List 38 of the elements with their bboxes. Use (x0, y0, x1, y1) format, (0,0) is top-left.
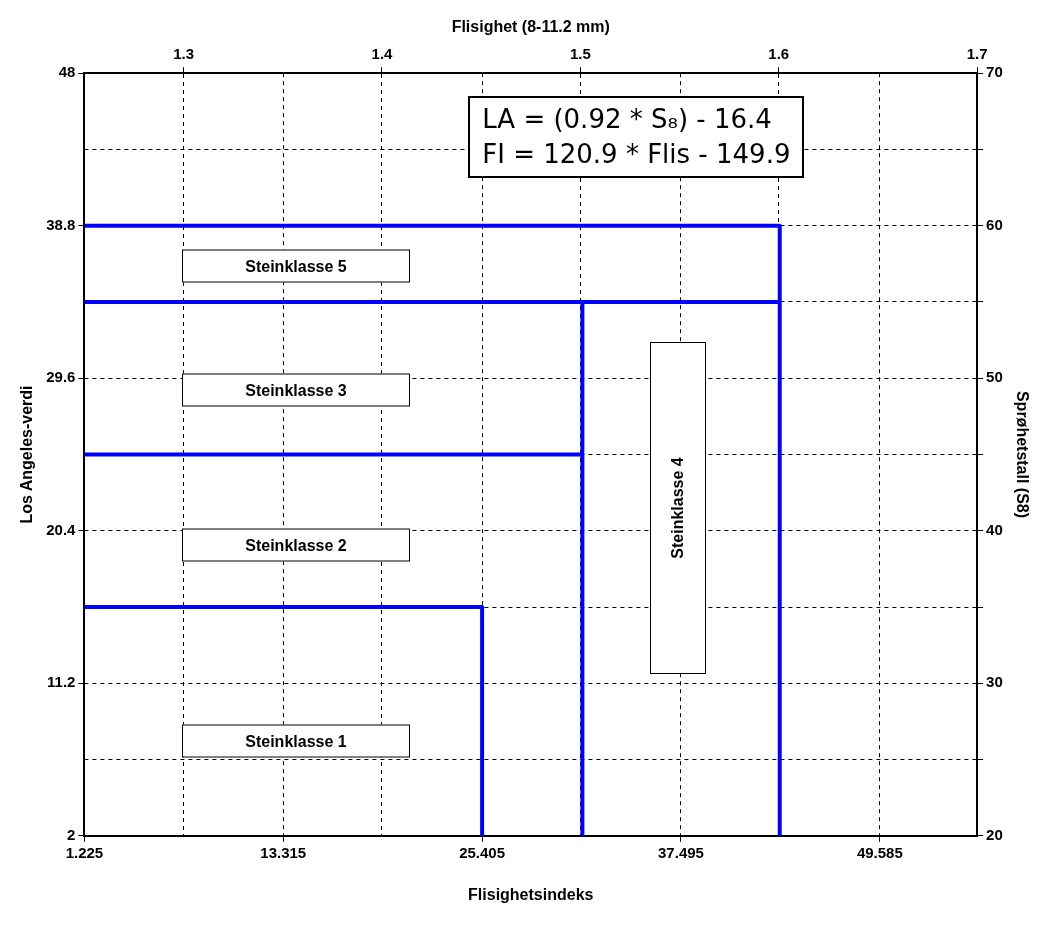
label-frame: Steinklasse 4 (650, 341, 707, 674)
y-axis-title: Los Angeles-verdi (18, 385, 36, 524)
y-tick-label: 29.6 (46, 368, 76, 386)
y2-tick-label: 70 (986, 63, 1003, 81)
y2-tick-label: 40 (986, 520, 1003, 538)
annotation: Steinklasse 3 (245, 381, 347, 400)
y2-axis-title: Sprøhetstall (S8) (1013, 390, 1031, 519)
y-tick-label: 11.2 (47, 673, 76, 691)
annotation: Steinklasse 1 (245, 732, 347, 751)
y-tick-label: 38.8 (46, 215, 76, 233)
label-frame: Steinklasse 3 (181, 373, 410, 407)
y2-tick-label: 30 (986, 673, 1003, 691)
label-frame: Steinklasse 5 (181, 249, 410, 283)
x2-axis-title: Flisighet (8-11.2 mm) (451, 18, 610, 36)
annotation: LA = (0.92 * S₈) - 16.4 (482, 103, 773, 137)
y-tick-label: 20.4 (46, 520, 77, 538)
x-tick-label: 49.585 (856, 843, 903, 861)
y2-tick-label: 50 (986, 368, 1003, 386)
y2-tick-label: 20 (986, 825, 1003, 843)
x-tick-label: 25.405 (459, 843, 506, 861)
y-tick-label: 48 (58, 63, 76, 81)
x-tick-label: 37.495 (658, 843, 704, 861)
annotation: Steinklasse 5 (245, 257, 347, 276)
x2-tick-label: 1.3 (173, 45, 195, 63)
x2-tick-label: 1.4 (371, 45, 394, 63)
annotation: Steinklasse 4 (669, 457, 688, 559)
x2-tick-label: 1.6 (768, 45, 790, 63)
x-tick-label: 13.315 (260, 843, 307, 861)
x-axis-title: Flisighetsindeks (468, 885, 594, 903)
x2-tick-label: 1.5 (569, 45, 591, 63)
annotation: FI = 120.9 * Flis - 149.9 (482, 138, 791, 172)
y2-tick-label: 60 (986, 215, 1003, 233)
y-tick-label: 2 (67, 825, 76, 843)
annotation: Steinklasse 2 (245, 536, 347, 555)
label-frame: Steinklasse 1 (181, 724, 410, 758)
x2-tick-label: 1.7 (966, 45, 988, 63)
x-tick-label: 1.225 (65, 843, 104, 861)
label-frame: Steinklasse 2 (181, 528, 410, 562)
